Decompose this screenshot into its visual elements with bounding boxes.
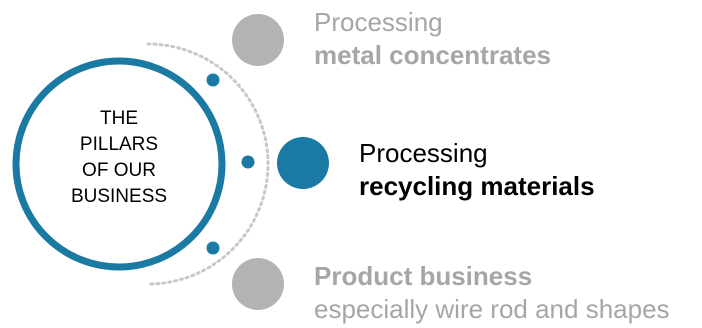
pillar-line: Processing	[359, 138, 488, 168]
pillar-line-emphasis: recycling materials	[359, 171, 595, 201]
pillar-marker-metal	[232, 14, 284, 66]
center-ring	[12, 57, 226, 271]
pillar-line-emphasis: Product business	[314, 261, 533, 291]
center-line: THE	[100, 108, 138, 129]
pillar-product-business: Product business especially wire rod and…	[314, 260, 670, 326]
center-line: OF OUR	[82, 160, 156, 181]
center-label: THE PILLARS OF OUR BUSINESS	[39, 106, 199, 210]
pillar-line: especially wire rod and shapes	[314, 294, 670, 324]
pillar-recycling-materials: Processing recycling materials	[359, 137, 595, 203]
pillar-marker-recycling	[277, 137, 329, 189]
pillar-marker-product	[232, 258, 284, 310]
pillar-line-emphasis: metal concentrates	[314, 40, 551, 70]
connector-dot-middle	[241, 155, 255, 169]
pillar-metal-concentrates: Processing metal concentrates	[314, 6, 551, 72]
center-line: BUSINESS	[70, 186, 168, 207]
dotted-arc	[146, 42, 270, 286]
center-line: PILLARS	[79, 134, 159, 155]
connector-dot-bottom	[206, 241, 220, 255]
connector-dot-top	[206, 73, 220, 87]
pillar-line: Processing	[314, 7, 443, 37]
